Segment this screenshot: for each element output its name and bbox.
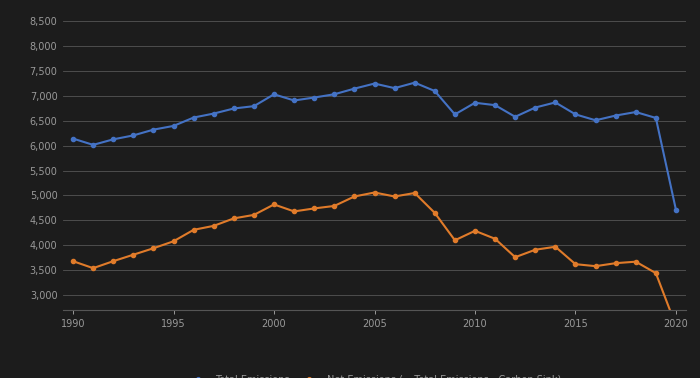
Total Emissions bbox=[69, 136, 77, 141]
Total Emissions bbox=[571, 112, 580, 117]
Total Emissions bbox=[531, 105, 540, 110]
Net Emissions (= Total Emissions - Carbon Sink) bbox=[551, 245, 559, 249]
Net Emissions (= Total Emissions - Carbon Sink) bbox=[672, 324, 680, 328]
Net Emissions (= Total Emissions - Carbon Sink) bbox=[230, 216, 238, 221]
Total Emissions bbox=[330, 92, 339, 96]
Total Emissions bbox=[310, 95, 319, 100]
Net Emissions (= Total Emissions - Carbon Sink) bbox=[511, 255, 519, 259]
Net Emissions (= Total Emissions - Carbon Sink) bbox=[209, 223, 218, 228]
Net Emissions (= Total Emissions - Carbon Sink) bbox=[471, 229, 480, 233]
Total Emissions bbox=[491, 103, 499, 107]
Net Emissions (= Total Emissions - Carbon Sink) bbox=[129, 253, 137, 257]
Total Emissions bbox=[430, 89, 439, 93]
Net Emissions (= Total Emissions - Carbon Sink) bbox=[531, 248, 540, 252]
Net Emissions (= Total Emissions - Carbon Sink) bbox=[631, 259, 640, 264]
Line: Total Emissions: Total Emissions bbox=[71, 81, 678, 212]
Total Emissions bbox=[370, 81, 379, 86]
Net Emissions (= Total Emissions - Carbon Sink) bbox=[592, 264, 600, 268]
Total Emissions bbox=[612, 113, 620, 118]
Total Emissions bbox=[209, 111, 218, 116]
Total Emissions bbox=[391, 86, 399, 90]
Net Emissions (= Total Emissions - Carbon Sink) bbox=[612, 261, 620, 265]
Net Emissions (= Total Emissions - Carbon Sink) bbox=[310, 206, 319, 211]
Net Emissions (= Total Emissions - Carbon Sink) bbox=[270, 202, 278, 207]
Total Emissions bbox=[631, 110, 640, 114]
Net Emissions (= Total Emissions - Carbon Sink) bbox=[109, 259, 118, 263]
Total Emissions bbox=[169, 124, 178, 128]
Total Emissions bbox=[652, 116, 660, 120]
Net Emissions (= Total Emissions - Carbon Sink) bbox=[149, 246, 158, 251]
Total Emissions bbox=[451, 112, 459, 117]
Total Emissions bbox=[410, 81, 419, 85]
Net Emissions (= Total Emissions - Carbon Sink) bbox=[391, 194, 399, 199]
Total Emissions bbox=[592, 118, 600, 122]
Net Emissions (= Total Emissions - Carbon Sink) bbox=[169, 239, 178, 243]
Net Emissions (= Total Emissions - Carbon Sink) bbox=[69, 259, 77, 263]
Line: Net Emissions (= Total Emissions - Carbon Sink): Net Emissions (= Total Emissions - Carbo… bbox=[71, 191, 678, 328]
Total Emissions bbox=[129, 133, 137, 138]
Net Emissions (= Total Emissions - Carbon Sink) bbox=[451, 238, 459, 243]
Net Emissions (= Total Emissions - Carbon Sink) bbox=[330, 204, 339, 208]
Net Emissions (= Total Emissions - Carbon Sink) bbox=[190, 228, 198, 232]
Total Emissions bbox=[672, 208, 680, 212]
Total Emissions bbox=[511, 115, 519, 119]
Total Emissions bbox=[471, 101, 480, 105]
Total Emissions bbox=[551, 100, 559, 105]
Total Emissions bbox=[350, 86, 358, 91]
Legend: Total Emissions, Net Emissions (= Total Emissions - Carbon Sink): Total Emissions, Net Emissions (= Total … bbox=[184, 371, 565, 378]
Net Emissions (= Total Emissions - Carbon Sink) bbox=[89, 266, 97, 270]
Net Emissions (= Total Emissions - Carbon Sink) bbox=[410, 191, 419, 195]
Total Emissions bbox=[190, 115, 198, 120]
Net Emissions (= Total Emissions - Carbon Sink) bbox=[250, 213, 258, 217]
Total Emissions bbox=[250, 104, 258, 108]
Total Emissions bbox=[89, 143, 97, 147]
Net Emissions (= Total Emissions - Carbon Sink) bbox=[491, 237, 499, 241]
Net Emissions (= Total Emissions - Carbon Sink) bbox=[571, 262, 580, 266]
Net Emissions (= Total Emissions - Carbon Sink) bbox=[652, 271, 660, 276]
Total Emissions bbox=[149, 127, 158, 132]
Total Emissions bbox=[270, 92, 278, 96]
Net Emissions (= Total Emissions - Carbon Sink) bbox=[350, 194, 358, 199]
Net Emissions (= Total Emissions - Carbon Sink) bbox=[370, 190, 379, 195]
Net Emissions (= Total Emissions - Carbon Sink) bbox=[430, 211, 439, 215]
Total Emissions bbox=[290, 98, 298, 103]
Net Emissions (= Total Emissions - Carbon Sink) bbox=[290, 209, 298, 214]
Total Emissions bbox=[109, 137, 118, 142]
Total Emissions bbox=[230, 106, 238, 111]
